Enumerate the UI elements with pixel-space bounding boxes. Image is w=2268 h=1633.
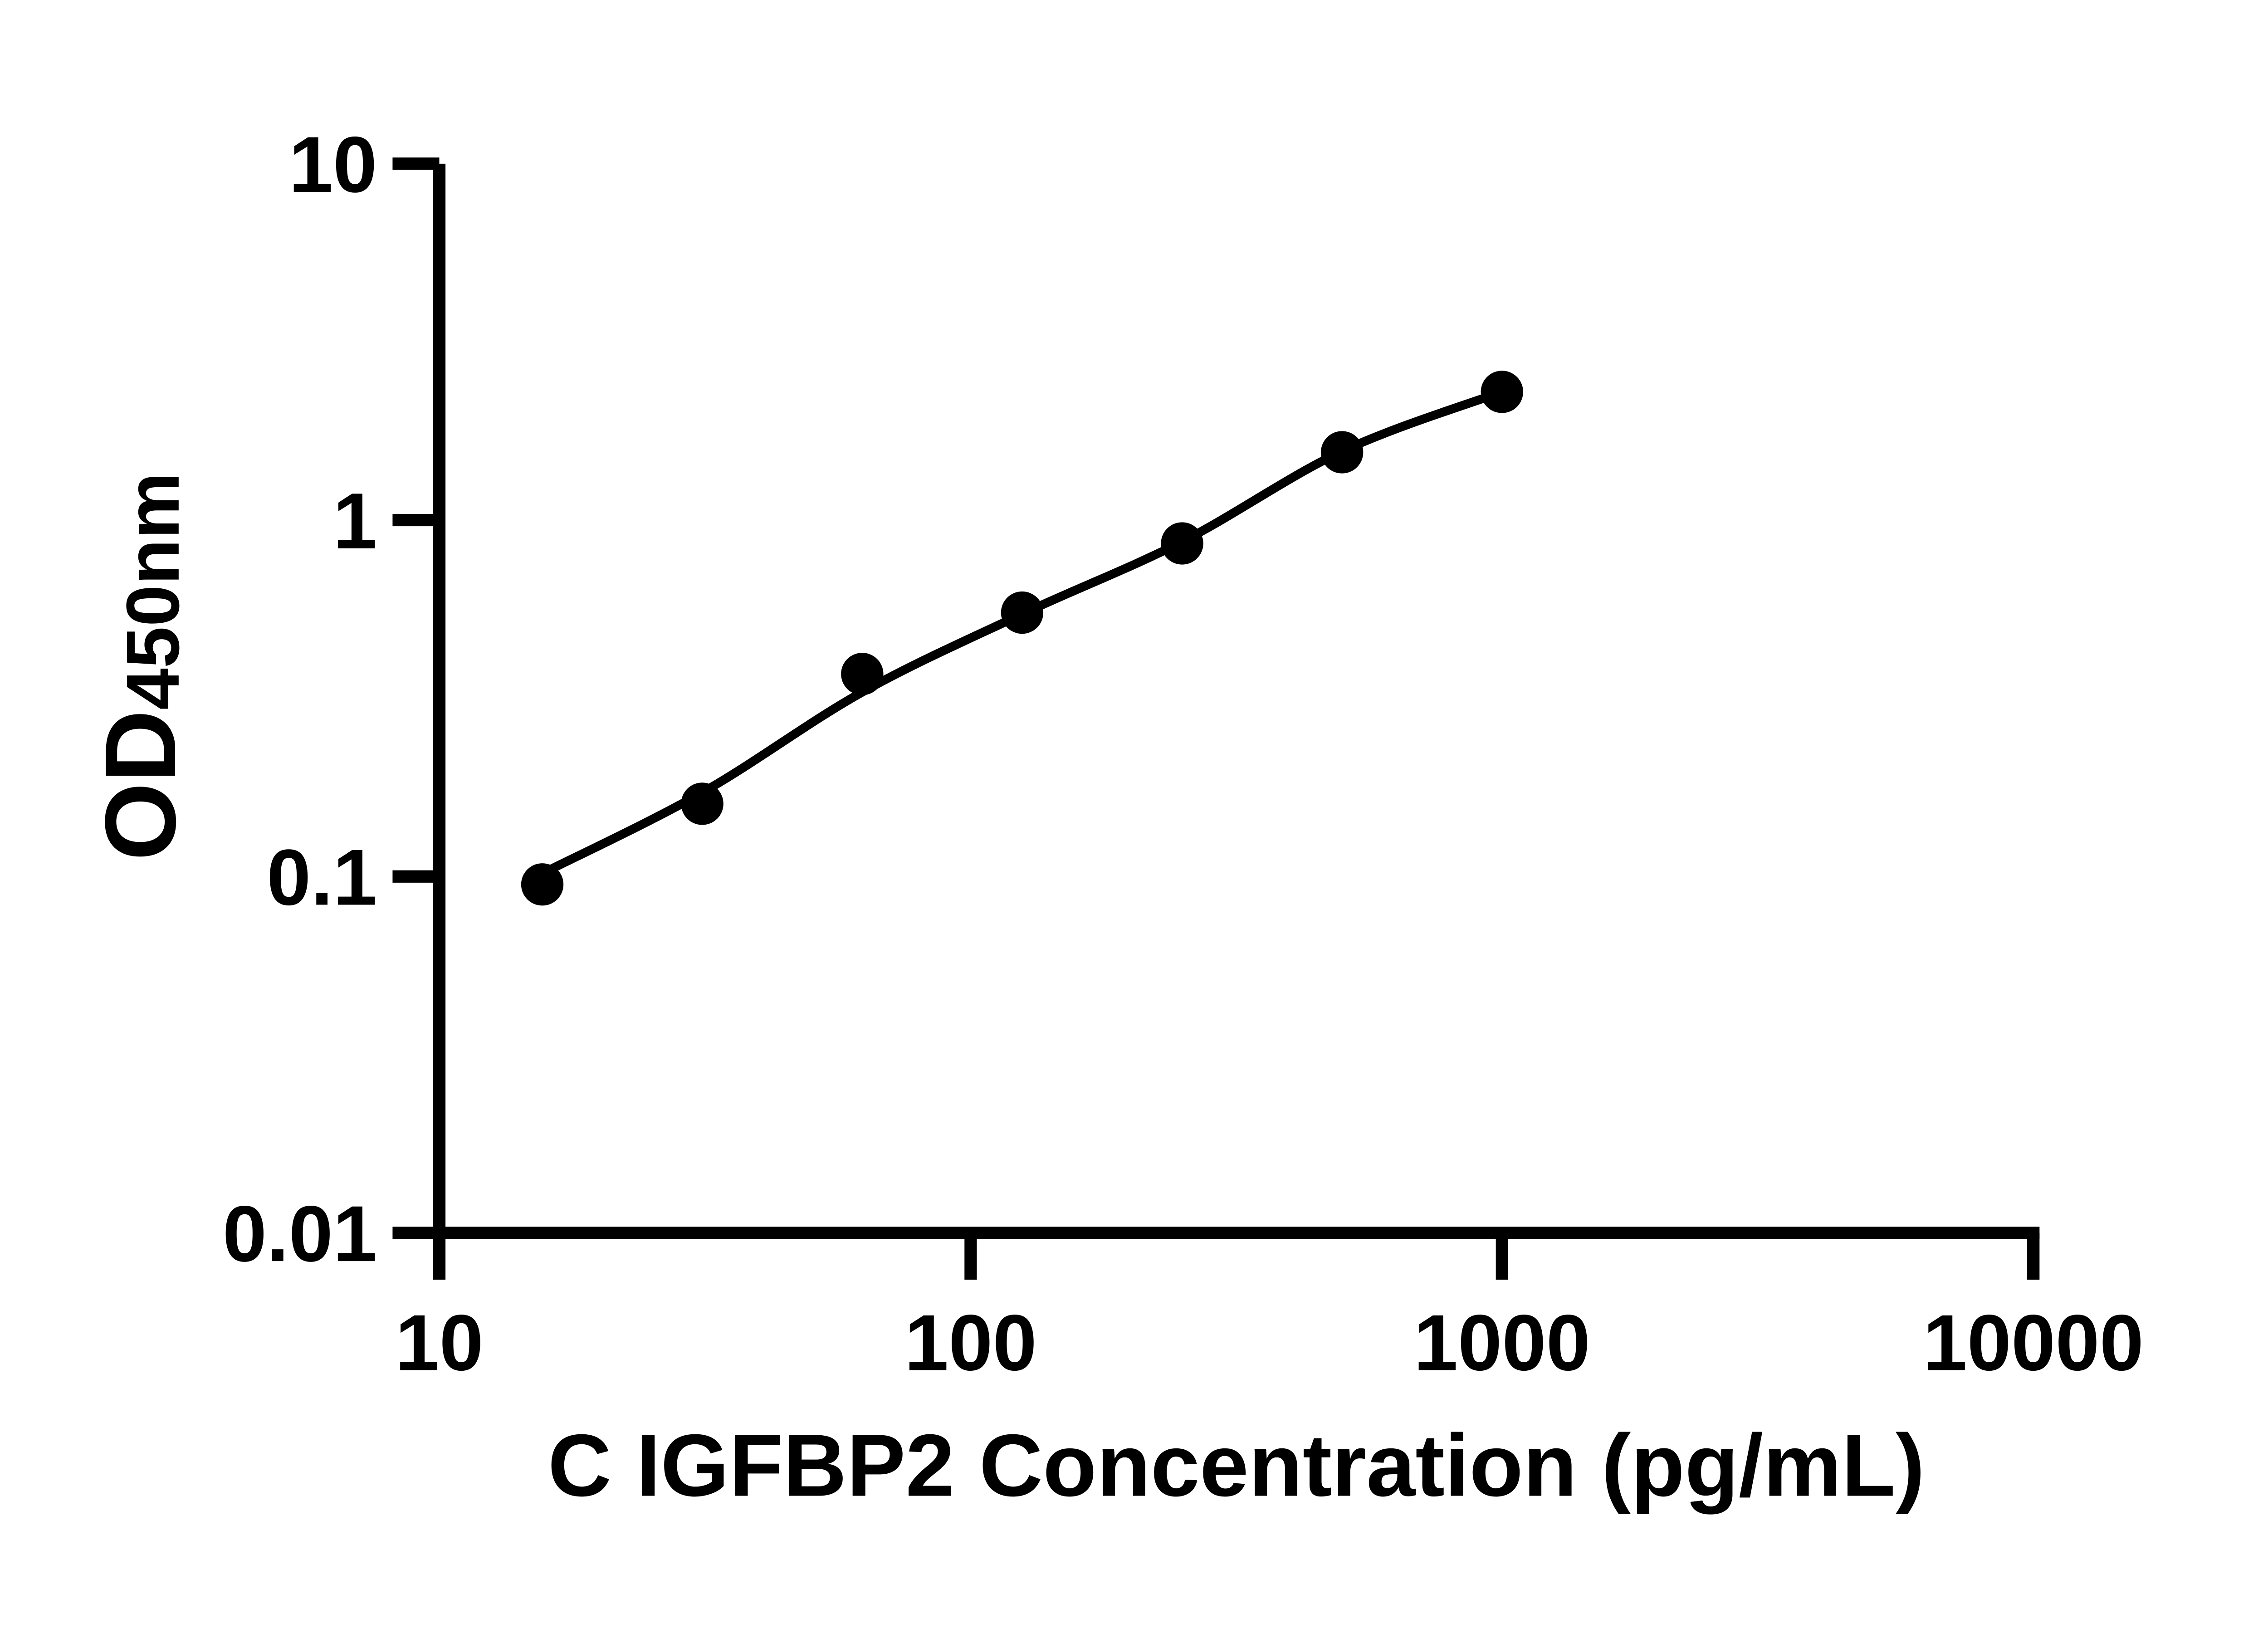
data-point <box>1001 591 1044 634</box>
x-tick-label: 100 <box>904 1299 1037 1387</box>
x-axis-title: C IGFBP2 Concentration (pg/mL) <box>548 1416 1925 1515</box>
data-point <box>1161 522 1203 565</box>
data-point <box>841 653 884 695</box>
y-tick-label: 0.01 <box>223 1190 377 1278</box>
data-point <box>521 863 564 906</box>
y-tick-label: 10 <box>289 121 377 209</box>
y-tick-label: 0.1 <box>267 833 377 922</box>
data-point <box>681 782 723 825</box>
x-tick-label: 10000 <box>1923 1299 2144 1387</box>
x-tick-label: 10 <box>395 1299 484 1387</box>
data-point <box>1320 431 1364 474</box>
y-tick-label: 1 <box>333 477 377 566</box>
y-axis-title: OD450nm <box>84 472 196 861</box>
y-axis-title-main: OD <box>84 710 196 861</box>
x-tick-label: 1000 <box>1414 1299 1590 1387</box>
data-point <box>1481 371 1523 413</box>
y-axis-title-sub: 450nm <box>111 472 195 710</box>
